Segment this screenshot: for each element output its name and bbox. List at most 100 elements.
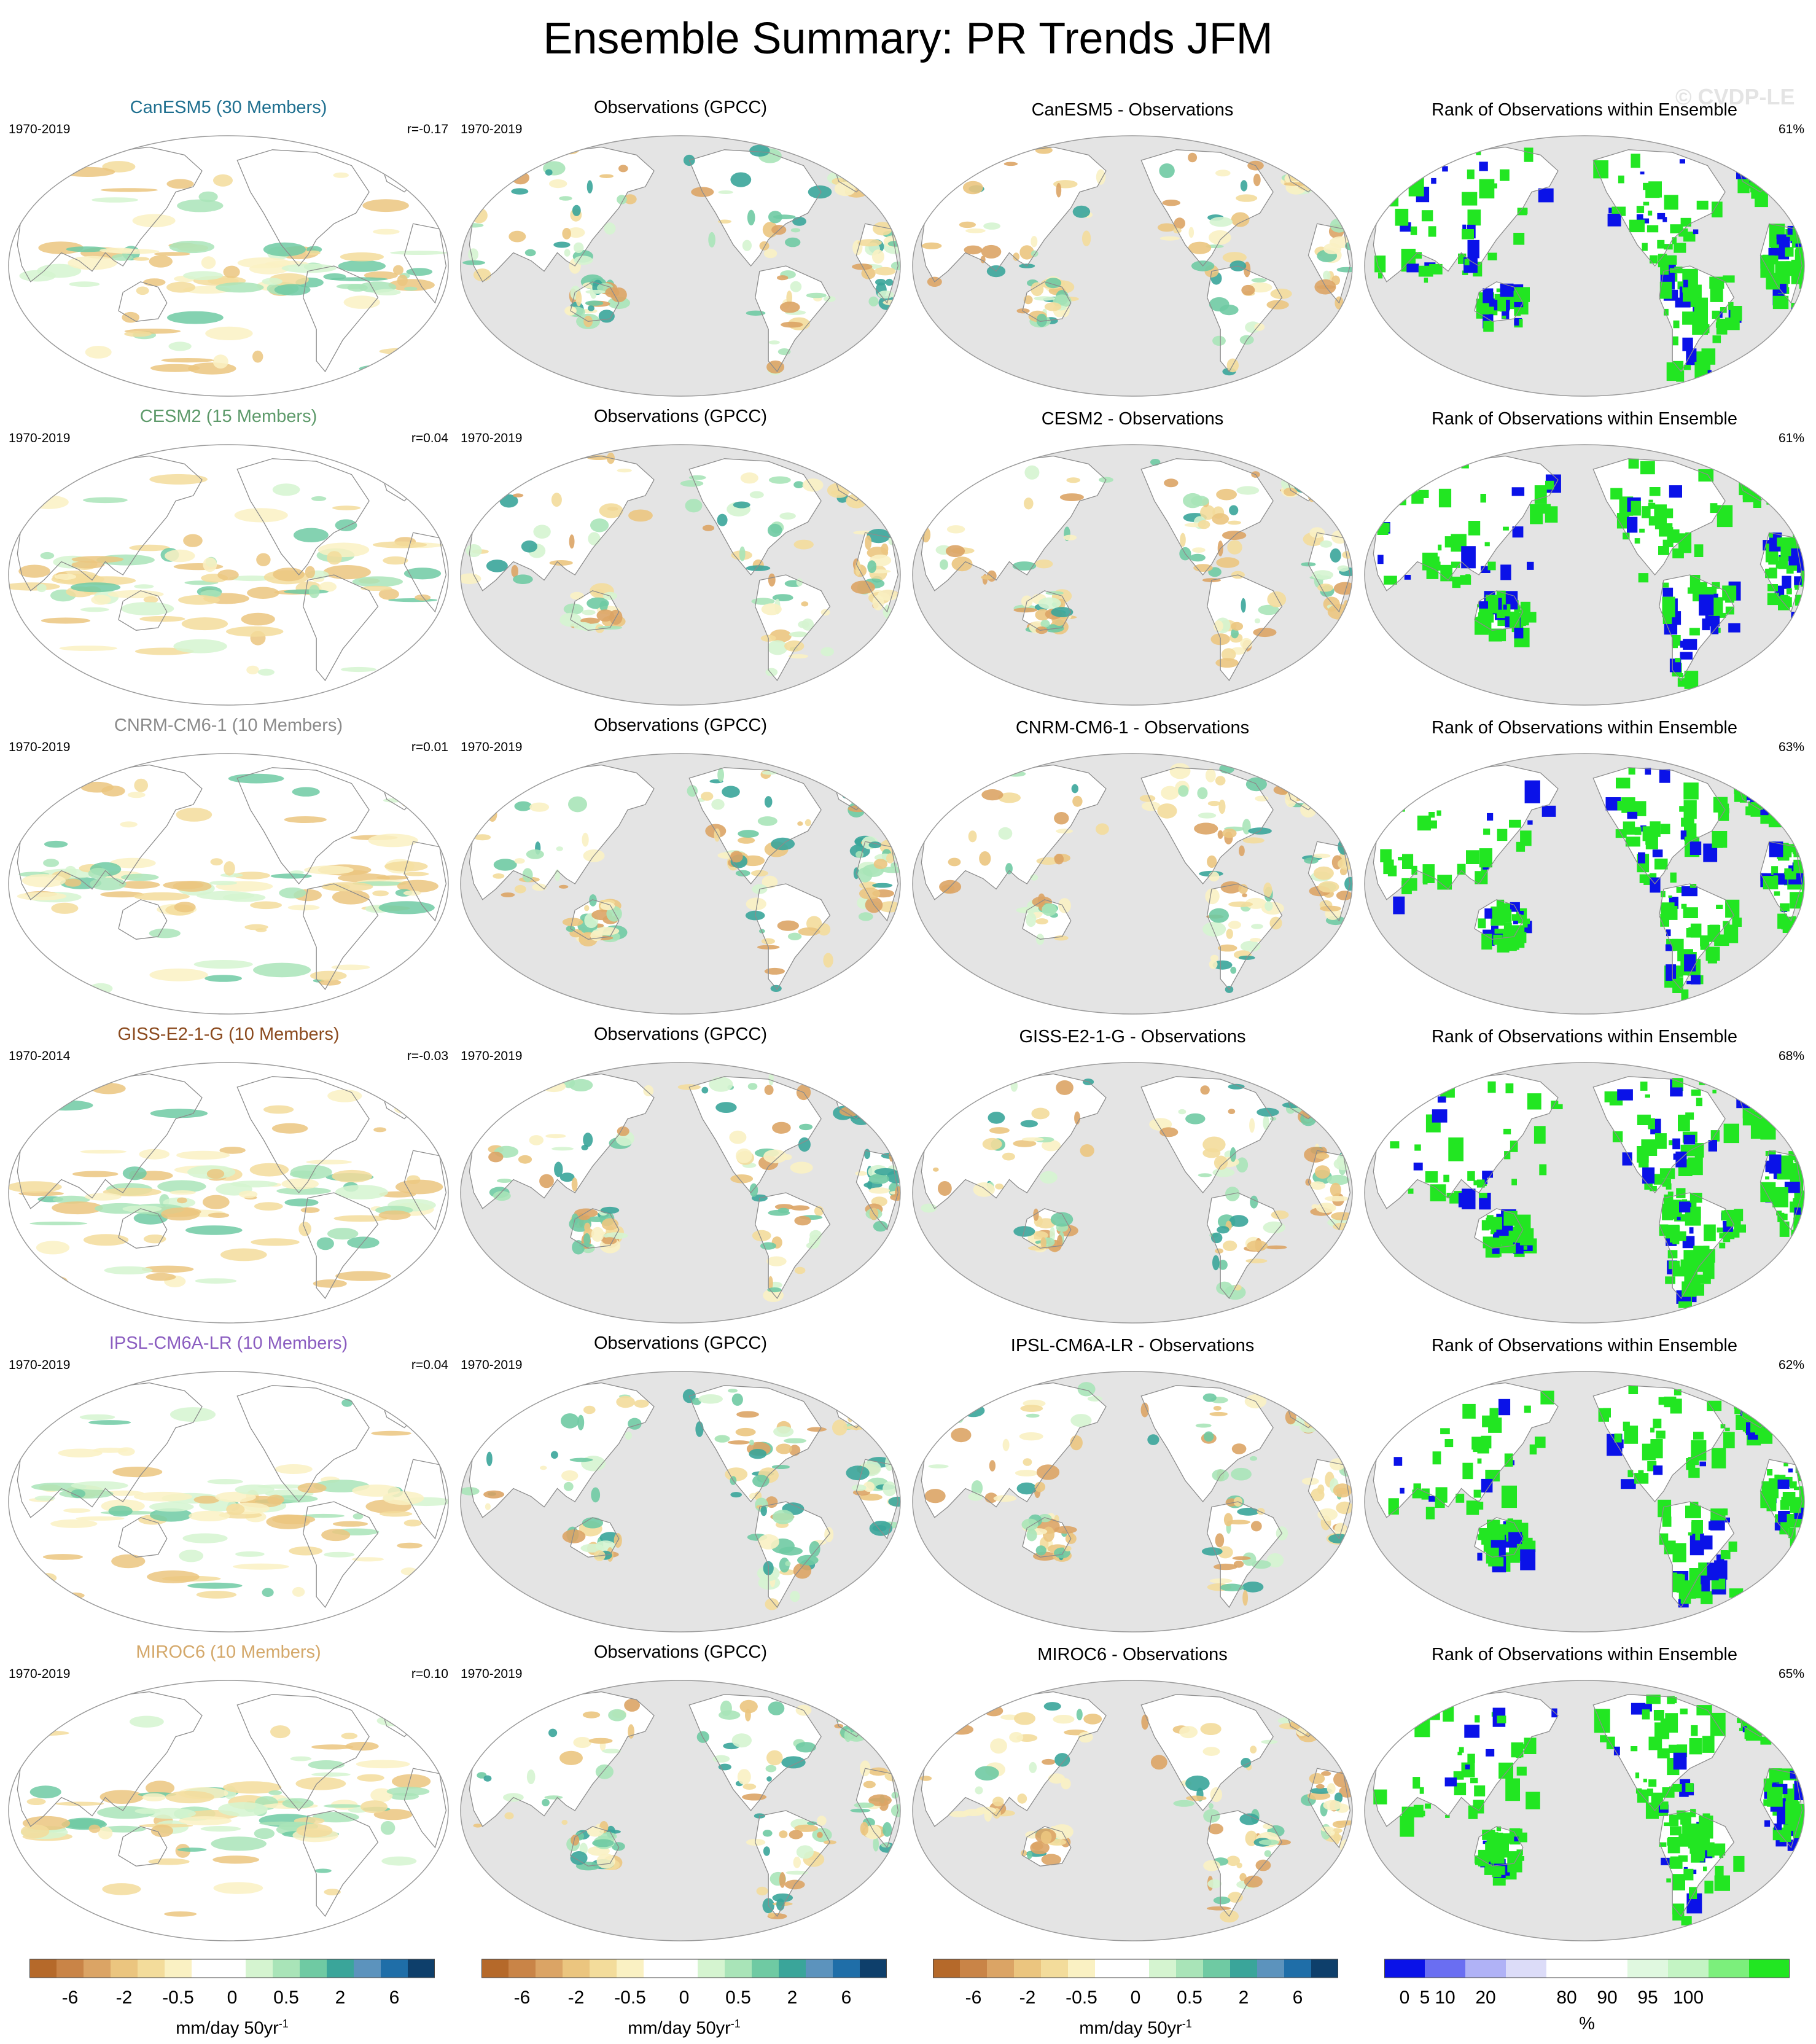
trend-patch [867,1180,873,1190]
trend-patch [849,1083,860,1093]
trend-patch [1002,1152,1015,1161]
trend-patch [768,573,776,587]
rank-cell [1501,1485,1517,1508]
trend-patch [1197,787,1208,800]
trend-patch [863,163,879,175]
rank-cell [1513,920,1518,924]
rank-cell [1750,479,1756,487]
trend-patch [807,1821,817,1825]
trend-patch [1139,795,1156,802]
trend-patch [1209,908,1229,923]
trend-patch [731,1733,752,1748]
coastline [570,1826,620,1867]
rank-cell [1417,815,1431,831]
trend-patch [134,778,148,792]
rank-cell [1776,1418,1784,1429]
trend-patch [297,1483,327,1493]
trend-patch [735,1148,752,1163]
trend-patch [176,1150,230,1160]
trend-patch [161,358,214,363]
rank-cell [1545,480,1554,490]
trend-patch [335,519,357,531]
rank-cell [1763,876,1779,889]
trend-patch [817,1816,827,1826]
rank-cell [1511,914,1521,921]
period-label: 1970-2019 [9,1667,71,1681]
trend-patch [1337,565,1349,572]
rank-cell [1722,585,1737,601]
trend-patch [376,875,409,880]
trend-patch [44,840,68,848]
rank-cell [1479,162,1488,171]
trend-patch [1042,1758,1056,1765]
rank-cell [1669,485,1682,498]
coastline [1474,1826,1524,1867]
colorbar-swatch [381,1959,408,1978]
rank-cell [1524,147,1533,162]
rank-cell [1763,485,1771,490]
rank-cell [1393,1457,1403,1466]
trend-patch [864,1418,873,1426]
rank-cell [1694,1855,1704,1862]
rank-cell [1667,1192,1674,1195]
colorbar-label: % [1384,2013,1790,2034]
trend-patch [208,1212,230,1218]
rank-cell [1765,568,1772,579]
trend-patch [1169,763,1191,779]
rank-cell [1703,1867,1707,1871]
rank-cell [1605,797,1621,811]
trend-patch [777,920,799,931]
trend-patch [588,1738,613,1744]
trend-patch [1056,1235,1063,1249]
rank-cell [1669,1814,1679,1827]
trend-patch [533,525,551,539]
rank-cell [1754,1718,1762,1728]
trend-patch [749,1440,754,1446]
trend-patch [728,1440,750,1445]
rank-cell [1674,243,1686,253]
trend-patch [1263,1221,1285,1234]
trend-patch [1043,1526,1054,1542]
trend-patch [1325,167,1336,174]
panel-title: Observations (GPCC) [593,1333,767,1353]
trend-patch [1216,488,1237,501]
map-border [1364,444,1805,706]
colorbar-tick-label: 100 [1673,1987,1704,2008]
rank-cell [1670,224,1683,233]
trend-patch [1020,1120,1038,1128]
coastline [1022,1826,1072,1867]
trend-patch [798,1137,811,1152]
trend-patch [1309,1396,1319,1405]
map-border [912,1680,1353,1941]
rank-cell [1772,295,1789,310]
rank-cell [1666,964,1677,981]
colorbar-tick-label: -0.5 [614,1987,646,2008]
trend-patch [1054,854,1064,865]
rank-cell [1646,1695,1661,1704]
rank-cell [1790,1499,1801,1513]
trend-patch [235,1484,275,1495]
trend-patch [1202,1747,1220,1756]
coastline [1592,1076,1726,1194]
trend-patch [718,190,733,194]
rank-cell [1653,1418,1662,1429]
trend-patch [1063,534,1077,540]
trend-patch [1333,1831,1340,1845]
rank-cell [1508,1230,1518,1243]
trend-patch [765,668,778,677]
correlation-label: r=0.04 [411,431,448,445]
rank-cell [1781,1497,1791,1505]
rank-cell [1781,475,1792,485]
trend-patch [582,609,596,615]
trend-patch [526,1769,536,1784]
map-panel-obs: Observations (GPCC) 1970-2019 [459,406,902,713]
coastline [1474,899,1524,940]
rank-cell [1712,1449,1718,1457]
trend-patch [1278,777,1303,789]
rank-cell [1780,903,1790,911]
trend-patch [832,1419,848,1436]
colorbar-tick-label: 0 [1400,1987,1410,2008]
rank-cell [1782,575,1791,588]
trend-patch [1220,1583,1244,1591]
rank-cell [1766,1492,1775,1500]
